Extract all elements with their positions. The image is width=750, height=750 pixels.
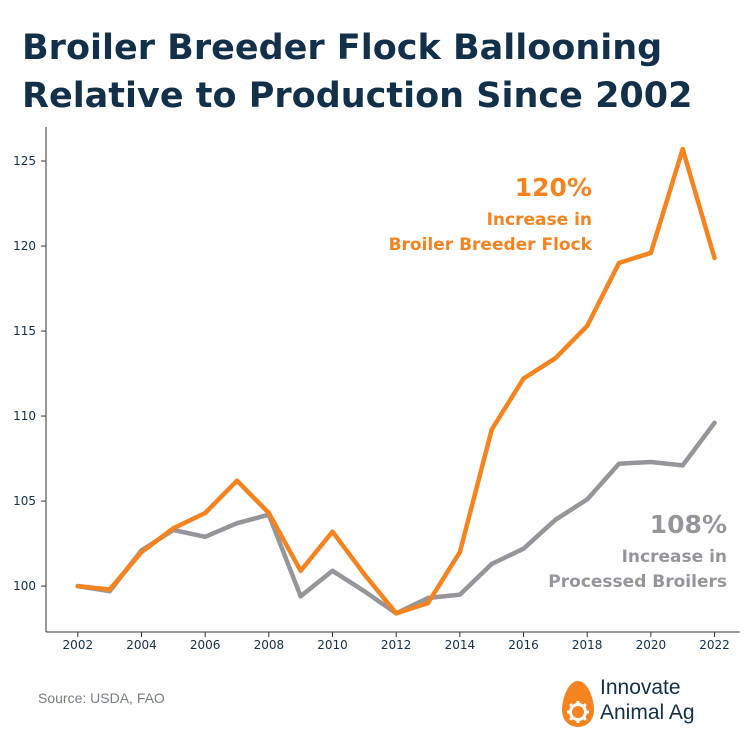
y-tick-label: 125	[13, 154, 36, 168]
processed-broilers-annotation-line-2: Processed Broilers	[548, 572, 727, 592]
x-tick-label: 2022	[699, 638, 730, 652]
chart-title-line-2: Relative to Production Since 2002	[22, 76, 693, 116]
processed-broilers-point	[616, 461, 622, 466]
y-tick-label: 105	[13, 494, 36, 508]
processed-broilers-point	[648, 459, 654, 465]
egg-gear-icon	[562, 681, 594, 727]
x-tick-label: 2020	[636, 638, 667, 652]
processed-broilers-point	[330, 568, 335, 573]
breeder-flock-annotation-line-2: Broiler Breeder Flock	[389, 235, 593, 255]
x-tick-label: 2012	[381, 638, 412, 652]
broiler-breeder-flock-point	[584, 323, 590, 329]
y-tick-label: 120	[13, 239, 36, 253]
broiler-breeder-flock-line	[75, 146, 717, 616]
broiler-breeder-flock-point	[521, 376, 526, 381]
broiler-breeder-flock-point	[75, 583, 81, 589]
broiler-breeder-flock-point	[680, 146, 685, 152]
processed-broilers-point	[234, 520, 240, 526]
breeder-flock-annotation-value: 120%	[515, 173, 592, 202]
processed-broilers-point	[553, 517, 558, 522]
broiler-breeder-flock-point	[616, 260, 622, 266]
logo-text: Innovate Animal Ag	[600, 675, 695, 725]
broiler-breeder-flock-point	[712, 255, 717, 261]
x-tick-label: 2018	[572, 638, 603, 652]
x-tick-label: 2016	[508, 638, 539, 652]
processed-broilers-point	[298, 594, 303, 599]
innovate-animal-ag-logo: Innovate Animal Ag	[560, 675, 740, 735]
x-tick-label: 2014	[445, 638, 476, 652]
broiler-breeder-flock-point	[425, 600, 431, 606]
logo-line-1: Innovate	[600, 676, 681, 699]
broiler-breeder-flock-point	[139, 549, 144, 555]
broiler-breeder-flock-point	[648, 250, 654, 256]
chart-title-line-1: Broiler Breeder Flock Ballooning	[22, 28, 663, 68]
processed-broilers-point	[362, 588, 367, 594]
processed-broilers-annotation-line-1: Increase in	[622, 547, 727, 567]
x-tick-label: 2004	[126, 638, 157, 652]
processed-broilers-point	[457, 592, 463, 597]
processed-broilers-point	[521, 546, 526, 551]
broiler-breeder-flock-point	[298, 568, 303, 573]
logo-line-2: Animal Ag	[600, 701, 695, 724]
broiler-breeder-flock-point	[234, 478, 240, 483]
y-tick-label: 100	[13, 579, 36, 593]
broiler-breeder-flock-point	[393, 611, 399, 616]
broiler-breeder-flock-point	[457, 549, 463, 555]
source-note: Source: USDA, FAO	[38, 690, 165, 706]
line-chart: 100 105 110 115 120 125 2002 2004 2006 2008 2010 20…	[13, 127, 740, 652]
broiler-breeder-flock-point	[362, 571, 367, 577]
processed-broilers-point	[680, 463, 685, 468]
broiler-breeder-flock-point	[330, 529, 335, 534]
chart-annotations: 120% Increase in Broiler Breeder Flock 1…	[389, 173, 727, 592]
x-tick-label: 2006	[190, 638, 221, 652]
y-tick-label: 110	[13, 409, 36, 423]
processed-broilers-point	[489, 561, 494, 567]
processed-broilers-point	[584, 497, 590, 502]
broiler-breeder-flock-point	[553, 356, 558, 361]
y-tick-label: 115	[13, 324, 36, 338]
x-tick-label: 2010	[317, 638, 348, 652]
processed-broilers-point	[202, 534, 208, 539]
broiler-breeder-flock-point	[107, 587, 112, 592]
x-tick-label: 2002	[63, 638, 94, 652]
processed-broilers-point	[712, 420, 717, 426]
breeder-flock-annotation-line-1: Increase in	[487, 210, 592, 230]
processed-broilers-annotation-value: 108%	[650, 510, 727, 539]
chart-axes: 100 105 110 115 120 125 2002 2004 2006 2008 2010 20…	[13, 127, 740, 652]
x-tick-label: 2008	[254, 638, 285, 652]
broiler-breeder-flock-point	[266, 510, 272, 516]
broiler-breeder-flock-point	[202, 510, 208, 516]
broiler-breeder-flock-point	[171, 526, 176, 531]
broiler-breeder-flock-point	[489, 427, 494, 432]
chart-series	[75, 146, 717, 616]
chart-title: Broiler Breeder Flock Ballooning Relativ…	[22, 24, 722, 120]
